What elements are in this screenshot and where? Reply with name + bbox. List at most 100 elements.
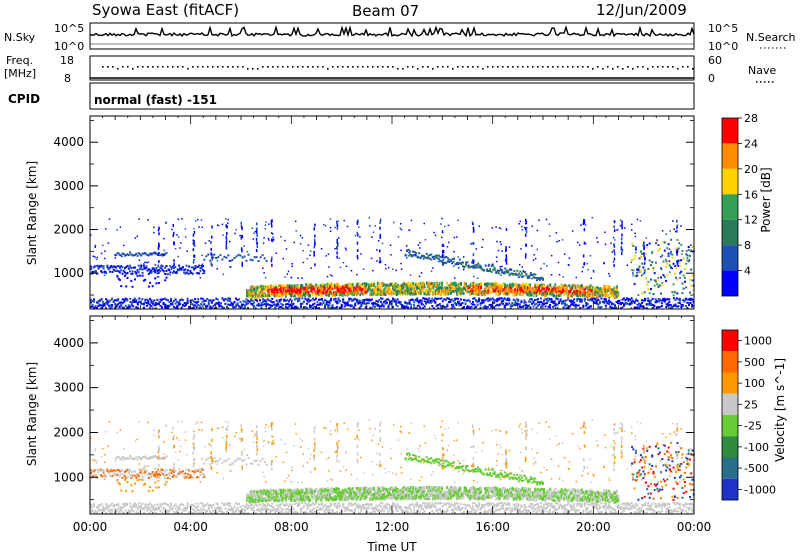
power-cell xyxy=(588,293,591,297)
freq-dot xyxy=(622,68,624,70)
freq-dot xyxy=(292,66,294,68)
power-cell xyxy=(633,301,636,304)
power-cell xyxy=(259,256,262,259)
power-cell xyxy=(421,255,423,258)
power-cell xyxy=(165,304,168,307)
velocity-cell xyxy=(230,507,233,510)
velocity-cell xyxy=(215,511,218,514)
power-cell xyxy=(663,241,666,244)
power-cell xyxy=(676,229,678,233)
power-cell xyxy=(676,260,678,264)
power-cell xyxy=(478,266,481,269)
power-cell xyxy=(453,301,456,304)
power-cell xyxy=(292,307,295,310)
power-cell xyxy=(97,299,100,302)
power-cell xyxy=(524,282,527,286)
power-cell xyxy=(472,297,474,300)
power-cell xyxy=(150,301,153,304)
power-cell xyxy=(567,264,570,266)
power-cell xyxy=(556,291,559,295)
power-cell xyxy=(151,267,154,270)
power-cell xyxy=(546,302,548,305)
power-cell xyxy=(268,303,271,306)
power-cell xyxy=(601,300,604,303)
power-cell xyxy=(451,282,454,286)
power-cell xyxy=(263,284,266,288)
colorbar-segment xyxy=(722,270,738,296)
power-cell xyxy=(314,238,316,242)
power-cell xyxy=(661,254,664,257)
power-cell xyxy=(374,292,377,296)
power-cell xyxy=(424,292,427,296)
power-cell xyxy=(292,285,295,289)
power-cell xyxy=(204,242,207,245)
power-cell xyxy=(644,257,646,261)
power-cell xyxy=(336,255,338,259)
velocity-cell xyxy=(168,509,171,512)
freq-dot xyxy=(467,66,469,68)
power-cell xyxy=(316,301,319,304)
velocity-cell xyxy=(384,507,387,510)
velocity-cell xyxy=(455,502,458,505)
power-cell xyxy=(493,299,496,302)
power-cell xyxy=(162,298,165,300)
power-cell xyxy=(278,284,281,287)
power-cell xyxy=(268,223,270,225)
power-cell xyxy=(583,221,586,224)
power-cell xyxy=(156,270,159,272)
power-cell xyxy=(475,248,478,250)
power-cell xyxy=(595,286,598,290)
power-cell xyxy=(325,255,327,257)
power-cell xyxy=(482,291,485,295)
power-cell xyxy=(536,279,538,282)
power-cell xyxy=(643,291,646,294)
power-cell xyxy=(544,298,547,301)
power-cell xyxy=(400,287,403,291)
power-cell xyxy=(433,255,436,258)
power-cell xyxy=(118,305,121,308)
velocity-cell xyxy=(123,503,126,506)
power-cell xyxy=(363,299,366,302)
power-cell xyxy=(252,295,255,299)
power-cell xyxy=(405,283,408,287)
power-cell xyxy=(290,294,293,298)
velocity-cell xyxy=(198,509,201,512)
power-cell xyxy=(683,268,686,270)
power-cell xyxy=(593,293,596,297)
power-cell xyxy=(452,303,455,306)
power-cell xyxy=(598,306,601,309)
power-cell xyxy=(613,249,615,253)
power-cell xyxy=(443,286,446,290)
power-cell xyxy=(478,225,481,227)
velocity-cell xyxy=(111,502,114,505)
power-cell xyxy=(342,289,345,293)
velocity-cell xyxy=(236,508,239,511)
power-cell xyxy=(621,302,624,304)
power-cell xyxy=(425,252,428,255)
power-cell xyxy=(193,230,196,234)
power-cell xyxy=(315,306,317,309)
power-cell xyxy=(370,257,373,260)
power-cell xyxy=(604,304,607,307)
power-cell xyxy=(310,306,313,309)
power-cell xyxy=(477,283,480,287)
power-cell xyxy=(188,272,191,275)
power-cell xyxy=(676,225,678,229)
power-cell xyxy=(308,304,311,307)
power-cell xyxy=(192,304,195,307)
power-cell xyxy=(134,270,136,273)
power-cell xyxy=(563,284,566,288)
power-cell xyxy=(379,260,382,264)
power-cell xyxy=(197,298,200,301)
power-cell xyxy=(540,276,543,279)
power-cell xyxy=(627,299,630,302)
freq-dot xyxy=(227,66,229,68)
power-cell xyxy=(432,286,435,290)
power-cell xyxy=(203,258,206,261)
power-cell xyxy=(553,285,556,289)
velocity-cell xyxy=(106,508,109,511)
power-cell xyxy=(680,259,683,262)
power-cell xyxy=(253,232,255,235)
power-cell xyxy=(147,261,150,263)
power-cell xyxy=(668,300,671,303)
